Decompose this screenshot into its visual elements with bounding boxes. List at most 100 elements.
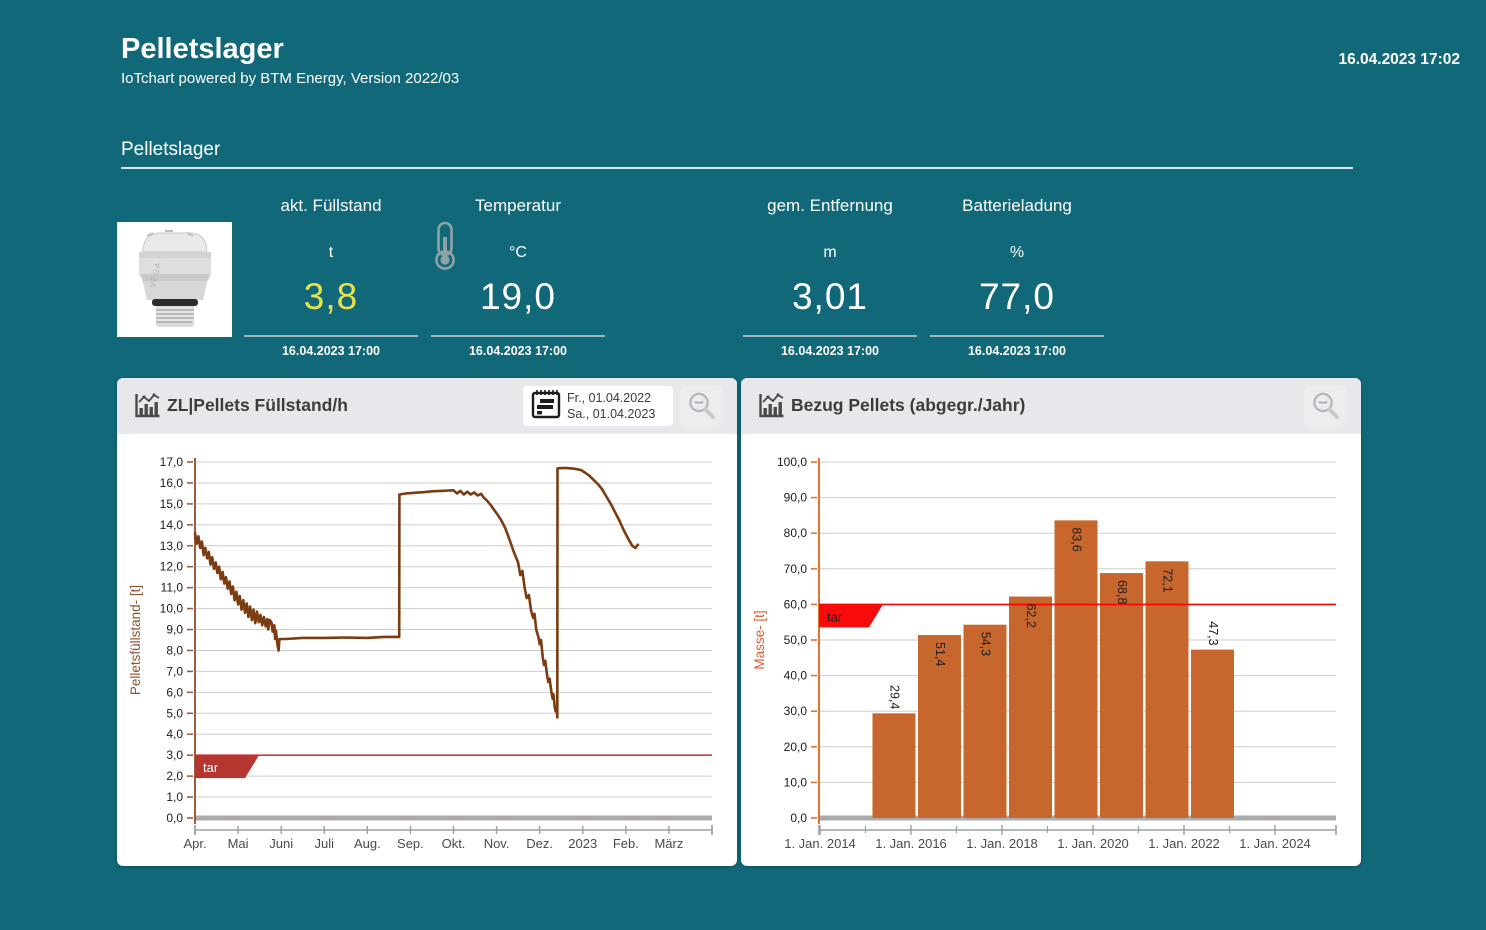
kpi-entfernung: gem. Entfernung m 3,01 16.04.2023 17:00 bbox=[735, 196, 925, 358]
svg-text:Pelletsfüllstand- [t]: Pelletsfüllstand- [t] bbox=[128, 585, 143, 695]
svg-text:Juni: Juni bbox=[269, 836, 293, 851]
svg-text:83,6: 83,6 bbox=[1070, 527, 1084, 551]
svg-text:5,0: 5,0 bbox=[166, 706, 183, 720]
svg-text:51,4: 51,4 bbox=[933, 642, 947, 666]
bezug-bar-chart[interactable]: 0,0 10,0 20,0 30,0 40,0 50,0 60,0 70,0 80,0 90,0 1… bbox=[741, 434, 1361, 871]
svg-text:62,2: 62,2 bbox=[1024, 604, 1038, 628]
svg-text:Dez.: Dez. bbox=[526, 836, 553, 851]
app-subtitle: IoTchart powered by BTM Energy, Version … bbox=[121, 70, 460, 87]
svg-text:10,0: 10,0 bbox=[784, 775, 808, 789]
svg-text:10,0: 10,0 bbox=[160, 602, 184, 616]
bar-2017 bbox=[963, 624, 1007, 818]
chart-title: ZL|Pellets Füllstand/h bbox=[167, 395, 348, 415]
svg-text:15,0: 15,0 bbox=[160, 497, 184, 511]
kpi-value: 3,8 bbox=[303, 276, 359, 317]
kpi-divider bbox=[743, 335, 917, 337]
svg-text:47,3: 47,3 bbox=[1206, 621, 1220, 645]
zoom-out-button[interactable] bbox=[680, 385, 723, 428]
vega-sensor-illustration: VEGA bbox=[117, 222, 232, 337]
bar-2018 bbox=[1009, 596, 1052, 818]
kpi-timestamp: 16.04.2023 17:00 bbox=[468, 344, 567, 358]
kpi-unit: m bbox=[823, 244, 837, 261]
chart-icon bbox=[133, 393, 160, 424]
bezug-chart-card: Bezug Pellets (abgegr./Jahr) 0,0 10,0 20,0… bbox=[741, 378, 1361, 866]
svg-text:9,0: 9,0 bbox=[166, 623, 183, 637]
kpi-divider bbox=[930, 335, 1104, 337]
section-divider bbox=[121, 167, 1353, 169]
svg-text:11,0: 11,0 bbox=[161, 581, 184, 595]
svg-text:0,0: 0,0 bbox=[166, 811, 183, 825]
svg-text:50,0: 50,0 bbox=[784, 633, 808, 647]
svg-text:1. Jan. 2022: 1. Jan. 2022 bbox=[1148, 836, 1220, 851]
svg-text:80,0: 80,0 bbox=[784, 526, 808, 540]
bar-2020 bbox=[1100, 573, 1143, 818]
kpi-fuellstand: akt. Füllstand t 3,8 16.04.2023 17:00 bbox=[236, 196, 426, 358]
bar-2015 bbox=[872, 713, 916, 818]
svg-text:1. Jan. 2020: 1. Jan. 2020 bbox=[1057, 836, 1129, 851]
svg-text:12,0: 12,0 bbox=[160, 560, 184, 574]
svg-text:30,0: 30,0 bbox=[784, 704, 808, 718]
kpi-batterieladung: Batterieladung % 77,0 16.04.2023 17:00 bbox=[922, 196, 1112, 358]
svg-text:0,0: 0,0 bbox=[790, 811, 807, 825]
svg-text:März: März bbox=[654, 836, 683, 851]
fuellstand-chart-card: ZL|Pellets Füllstand/h Fr., 01.04.2022 S… bbox=[117, 378, 737, 866]
svg-text:Okt.: Okt. bbox=[442, 836, 466, 851]
chart-icon bbox=[757, 393, 784, 424]
svg-text:1. Jan. 2014: 1. Jan. 2014 bbox=[784, 836, 856, 851]
magnifier-minus-icon bbox=[1313, 392, 1339, 419]
svg-text:90,0: 90,0 bbox=[784, 491, 808, 505]
kpi-value: 3,01 bbox=[791, 276, 868, 317]
svg-text:2023: 2023 bbox=[568, 836, 597, 851]
kpi-label: Temperatur bbox=[475, 196, 561, 215]
kpi-unit: t bbox=[328, 244, 334, 261]
chart-card-header: Bezug Pellets (abgegr./Jahr) bbox=[741, 378, 1361, 434]
svg-text:17,0: 17,0 bbox=[160, 455, 184, 469]
svg-text:Mai: Mai bbox=[228, 836, 249, 851]
calendar-icon bbox=[531, 388, 561, 425]
svg-text:Sep.: Sep. bbox=[397, 836, 424, 851]
svg-text:1,0: 1,0 bbox=[166, 790, 183, 804]
kpi-value: 19,0 bbox=[479, 276, 556, 317]
svg-text:16,0: 16,0 bbox=[160, 476, 184, 490]
svg-text:Juli: Juli bbox=[314, 836, 334, 851]
svg-text:1. Jan. 2018: 1. Jan. 2018 bbox=[966, 836, 1038, 851]
svg-text:Nov.: Nov. bbox=[484, 836, 510, 851]
sensor-image: VEGA bbox=[117, 222, 232, 337]
svg-text:1. Jan. 2016: 1. Jan. 2016 bbox=[875, 836, 947, 851]
svg-text:6,0: 6,0 bbox=[166, 685, 183, 699]
kpi-temperatur: Temperatur °C 19,0 16.04.2023 17:00 bbox=[423, 196, 613, 358]
svg-text:7,0: 7,0 bbox=[166, 664, 183, 678]
kpi-timestamp: 16.04.2023 17:00 bbox=[967, 344, 1066, 358]
kpi-divider bbox=[244, 335, 418, 337]
current-timestamp: 16.04.2023 17:02 bbox=[1338, 51, 1460, 68]
date-to: Sa., 01.04.2023 bbox=[567, 407, 656, 421]
svg-text:54,3: 54,3 bbox=[979, 632, 993, 656]
svg-text:40,0: 40,0 bbox=[784, 669, 808, 683]
chart-title: Bezug Pellets (abgegr./Jahr) bbox=[791, 395, 1026, 415]
kpi-value: 77,0 bbox=[978, 276, 1055, 317]
svg-text:100,0: 100,0 bbox=[777, 455, 807, 469]
svg-text:4,0: 4,0 bbox=[166, 727, 183, 741]
svg-text:8,0: 8,0 bbox=[166, 643, 183, 657]
fuellstand-line-chart[interactable]: 0,0 1,0 2,0 3,0 4,0 5,0 6,0 7,0 8,0 9,0 10,0 11,0 12… bbox=[117, 434, 737, 871]
zoom-out-button[interactable] bbox=[1304, 385, 1347, 428]
app-title: Pelletslager bbox=[121, 33, 284, 65]
bar-2022 bbox=[1191, 649, 1234, 818]
date-range-picker[interactable]: Fr., 01.04.2022 Sa., 01.04.2023 bbox=[523, 386, 673, 426]
svg-text:3,0: 3,0 bbox=[166, 748, 183, 762]
svg-text:tar: tar bbox=[203, 760, 219, 775]
thermometer-icon bbox=[429, 221, 461, 276]
svg-text:1. Jan. 2024: 1. Jan. 2024 bbox=[1239, 836, 1311, 851]
kpi-unit: °C bbox=[509, 244, 527, 261]
svg-text:29,4: 29,4 bbox=[888, 685, 902, 709]
svg-text:60,0: 60,0 bbox=[784, 597, 808, 611]
svg-text:tar: tar bbox=[827, 609, 843, 624]
kpi-label: gem. Entfernung bbox=[767, 196, 893, 215]
kpi-label: Batterieladung bbox=[962, 196, 1072, 215]
magnifier-minus-icon bbox=[689, 392, 715, 419]
svg-text:Apr.: Apr. bbox=[183, 836, 206, 851]
bar-2016 bbox=[918, 635, 961, 818]
kpi-timestamp: 16.04.2023 17:00 bbox=[780, 344, 879, 358]
bar-2021 bbox=[1145, 561, 1189, 818]
bar-2019 bbox=[1054, 520, 1098, 818]
